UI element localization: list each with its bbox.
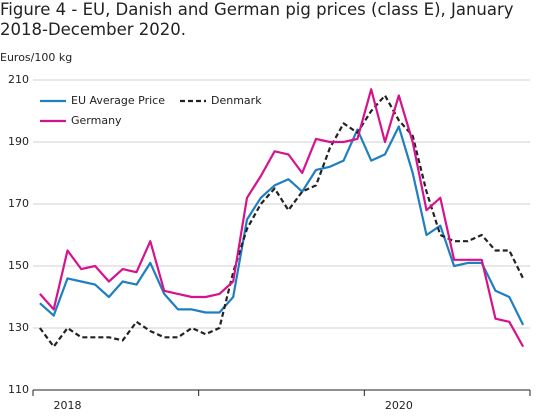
y-tick-label: 150 xyxy=(8,259,29,272)
legend-label: Denmark xyxy=(211,94,262,107)
y-tick-label: 210 xyxy=(8,73,29,86)
legend-label: EU Average Price xyxy=(71,94,165,107)
y-tick-label: 170 xyxy=(8,197,29,210)
y-tick-label: 190 xyxy=(8,135,29,148)
y-tick-label: 110 xyxy=(8,383,29,396)
series-line xyxy=(39,88,525,348)
legend-label: Germany xyxy=(71,114,122,127)
y-axis-label: Euros/100 kg xyxy=(0,51,72,64)
y-tick-label: 130 xyxy=(8,321,29,334)
x-tick-label: 2018 xyxy=(54,399,82,412)
series-line xyxy=(39,125,525,326)
chart-title: Figure 4 - EU, Danish and German pig pri… xyxy=(0,0,514,39)
x-tick-label: 2020 xyxy=(385,399,413,412)
series-line xyxy=(39,94,525,348)
